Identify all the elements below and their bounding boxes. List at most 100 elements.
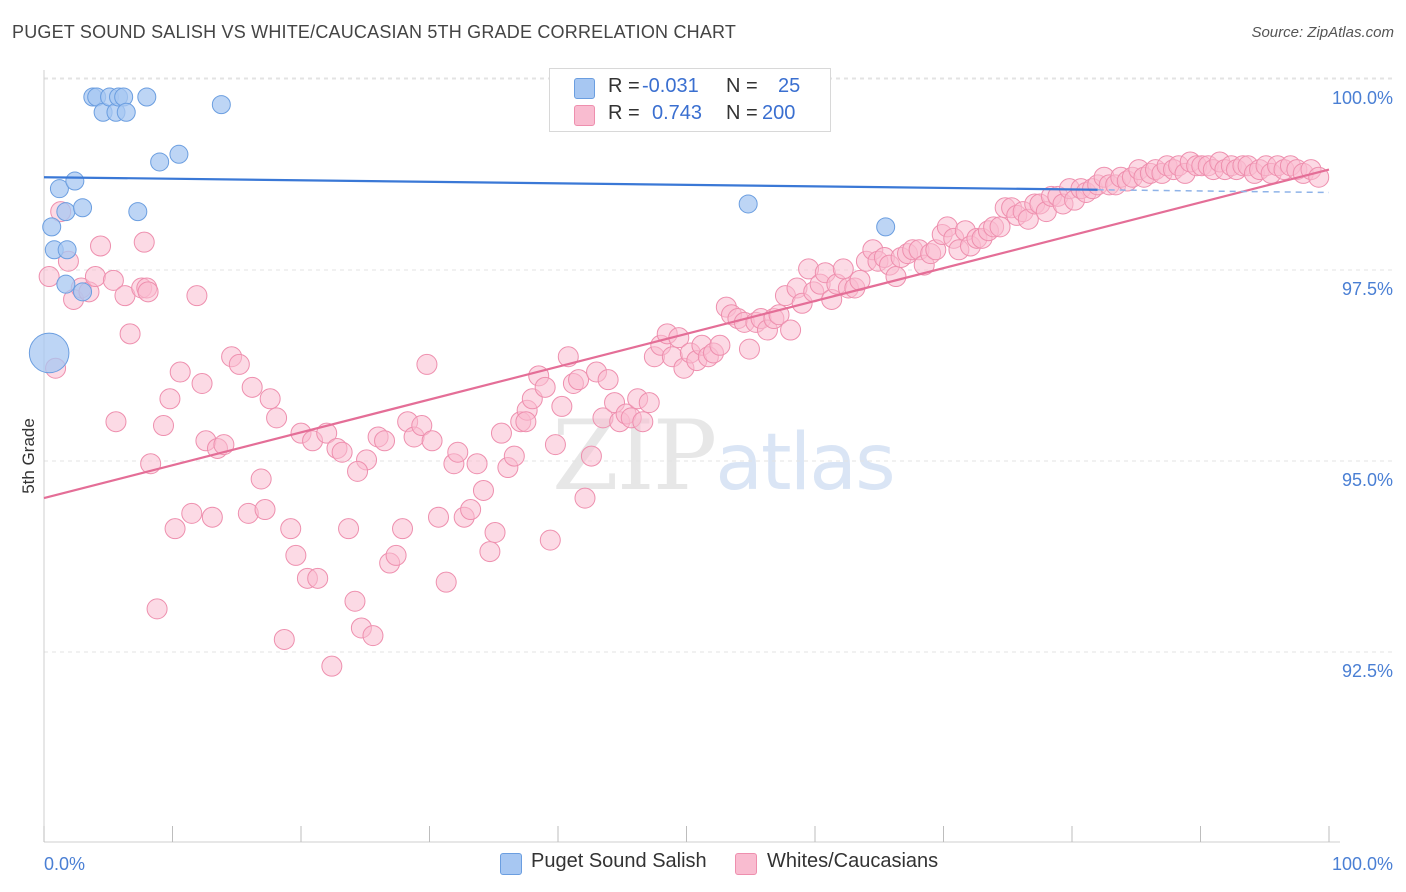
salish-point: [56, 202, 76, 222]
whites-point: [392, 518, 414, 540]
whites-point: [460, 499, 482, 521]
whites-point: [1308, 166, 1330, 188]
whites-point: [738, 338, 760, 360]
salish-point: [150, 152, 170, 172]
whites-point: [989, 216, 1011, 238]
whites-trendline: [43, 168, 1330, 500]
whites-point: [427, 506, 449, 528]
legend-r-label: R =: [608, 102, 640, 124]
whites-point: [544, 434, 566, 456]
whites-point: [169, 361, 191, 383]
whites-point: [273, 628, 295, 650]
y-tick-label: 95.0%: [1342, 470, 1393, 490]
legend-label-whites: Whites/Caucasians: [767, 850, 939, 872]
salish-point: [738, 194, 758, 214]
whites-point: [709, 334, 731, 356]
whites-point: [568, 369, 590, 391]
whites-point: [435, 571, 457, 593]
whites-point: [321, 655, 343, 677]
salish-point: [169, 144, 189, 164]
salish-point: [73, 198, 93, 218]
stats-legend: R = -0.031 N = 25 R = 0.743 N = 200: [549, 68, 831, 132]
salish-point: [65, 171, 85, 191]
legend-n-label: N =: [726, 75, 758, 97]
whites-point: [447, 441, 469, 463]
whites-point: [421, 430, 443, 452]
whites-point: [411, 415, 433, 437]
salish-trendline-extension: [1097, 188, 1330, 194]
legend-swatch-salish: [574, 78, 595, 99]
whites-point: [331, 441, 353, 463]
whites-point: [479, 541, 501, 563]
whites-point: [632, 411, 654, 433]
legend-label-salish: Puget Sound Salish: [531, 850, 707, 872]
legend-r-value: 0.743: [652, 102, 703, 124]
legend-n-label: N =: [726, 102, 758, 124]
whites-point: [254, 499, 276, 521]
whites-point: [201, 506, 223, 528]
whites-point: [285, 544, 307, 566]
legend-row-salish: R = -0.031 N = 25: [550, 73, 830, 101]
whites-point: [484, 521, 506, 543]
whites-point: [362, 625, 384, 647]
salish-point: [56, 274, 76, 294]
whites-point: [90, 235, 112, 257]
watermark-atlas: atlas: [715, 418, 895, 508]
whites-point: [259, 388, 281, 410]
whites-point: [146, 598, 168, 620]
legend-n-value: 200: [762, 102, 796, 124]
whites-point: [347, 460, 369, 482]
whites-point: [574, 487, 596, 509]
legend-swatch-whites: [735, 853, 757, 875]
salish-point: [28, 332, 70, 374]
whites-point: [228, 353, 250, 375]
whites-point: [159, 388, 181, 410]
x-tick-label: 0.0%: [44, 854, 85, 874]
whites-point: [385, 544, 407, 566]
whites-point: [250, 468, 272, 490]
salish-point: [73, 282, 93, 302]
whites-point: [137, 281, 159, 303]
salish-point: [57, 240, 77, 260]
salish-point: [128, 202, 148, 222]
whites-point: [280, 518, 302, 540]
whites-point: [539, 529, 561, 551]
whites-point: [885, 266, 907, 288]
legend-n-value: 25: [778, 75, 801, 97]
whites-point: [102, 269, 124, 291]
y-tick-label: 97.5%: [1342, 279, 1393, 299]
whites-point: [416, 353, 438, 375]
whites-point: [515, 411, 537, 433]
whites-point: [133, 231, 155, 253]
salish-trendline: [43, 176, 1098, 191]
whites-point: [466, 453, 488, 475]
whites-point: [164, 518, 186, 540]
salish-point: [116, 102, 136, 122]
whites-point: [490, 422, 512, 444]
salish-point: [49, 179, 69, 199]
y-tick-label: 92.5%: [1342, 661, 1393, 681]
whites-point: [38, 266, 60, 288]
salish-point: [137, 87, 157, 107]
legend-r-value: -0.031: [642, 75, 699, 97]
legend-r-label: R =: [608, 75, 640, 97]
salish-point: [42, 217, 62, 237]
whites-point: [580, 445, 602, 467]
y-axis-label: 5th Grade: [19, 418, 38, 494]
whites-point: [307, 567, 329, 589]
whites-point: [534, 376, 556, 398]
whites-point: [241, 376, 263, 398]
whites-point: [832, 258, 854, 280]
source-label: Source: ZipAtlas.com: [1251, 24, 1394, 41]
legend-swatch-whites: [574, 105, 595, 126]
whites-point: [191, 373, 213, 394]
whites-point: [780, 319, 802, 341]
whites-point: [213, 434, 235, 456]
whites-point: [84, 266, 106, 288]
whites-point: [374, 430, 396, 452]
series-legend: Puget Sound Salish Whites/Caucasians: [0, 850, 1406, 880]
whites-point: [344, 590, 366, 612]
legend-row-whites: R = 0.743 N = 200: [550, 100, 830, 128]
whites-point: [638, 392, 660, 414]
